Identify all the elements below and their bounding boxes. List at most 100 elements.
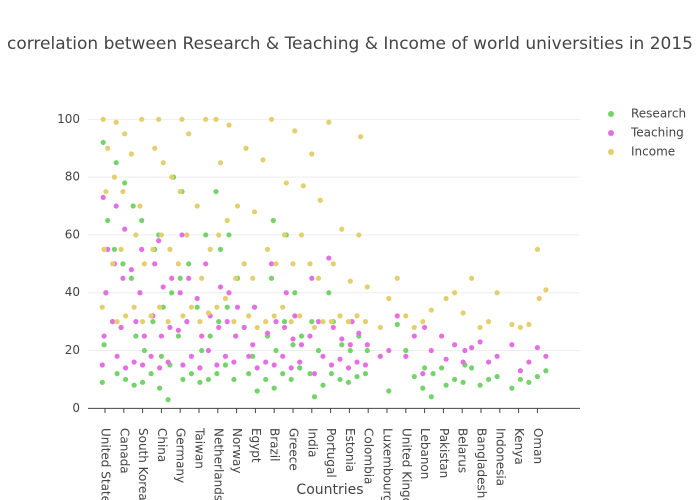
x-tick-label: Taiwan [193, 427, 207, 469]
dot [345, 365, 352, 371]
dot [356, 330, 362, 336]
dot [205, 310, 211, 316]
dot [165, 359, 171, 365]
dot [131, 304, 137, 310]
dot [207, 246, 213, 252]
dot [326, 290, 332, 296]
dot [339, 336, 345, 342]
dot [194, 203, 200, 209]
dot [320, 319, 326, 325]
x-tick-label: India [305, 428, 319, 457]
y-tick-label: 0 [72, 401, 80, 415]
dot [452, 290, 458, 296]
dot [345, 319, 352, 325]
dot [315, 347, 322, 354]
x-tick-label: Lebanon [418, 428, 432, 479]
dot [169, 275, 175, 281]
legend-label: Research [631, 107, 686, 121]
x-tick-label: Portugal [324, 428, 338, 478]
dot [347, 278, 353, 284]
dot [150, 246, 156, 252]
dot [137, 290, 143, 296]
dot [157, 385, 163, 391]
dot [260, 157, 266, 163]
dot [186, 261, 192, 267]
dot [326, 119, 332, 125]
dot [157, 304, 163, 310]
x-tick-label: Oman [531, 428, 545, 464]
dot [177, 275, 183, 281]
dot [194, 304, 200, 310]
dot [152, 145, 158, 151]
dot [268, 275, 275, 281]
dot [120, 275, 126, 281]
dot [311, 371, 318, 377]
dot [422, 365, 428, 371]
dot [113, 160, 119, 166]
dot [309, 319, 315, 325]
dot [222, 295, 228, 302]
dot [251, 304, 258, 310]
dot [158, 333, 164, 339]
dot [165, 397, 171, 403]
dot [420, 385, 426, 391]
dot [118, 246, 124, 252]
dot [280, 371, 286, 377]
dot [534, 246, 541, 252]
dot [403, 313, 409, 319]
dot [339, 226, 345, 232]
series-teaching [99, 194, 549, 377]
dot [494, 373, 500, 380]
dot [197, 379, 203, 385]
dot [241, 324, 247, 331]
dot [137, 203, 143, 209]
dot [167, 246, 173, 252]
dot [233, 275, 239, 281]
dot [320, 353, 326, 359]
dot [226, 122, 232, 128]
dot [103, 290, 109, 296]
dot [307, 261, 313, 267]
dot [268, 116, 275, 122]
dot [140, 379, 146, 385]
dot [320, 382, 326, 388]
dot [214, 362, 220, 368]
x-tick-label: United States [99, 428, 113, 500]
dot [251, 209, 258, 215]
dot [394, 275, 400, 281]
dot [99, 304, 105, 310]
dot [428, 394, 434, 400]
dot [428, 307, 434, 313]
dot [292, 128, 298, 134]
dot [486, 359, 492, 365]
dot [199, 333, 205, 339]
dot [411, 373, 417, 380]
dot [543, 368, 549, 374]
dot [197, 319, 203, 325]
y-tick-label: 80 [65, 170, 80, 184]
dot [420, 371, 426, 377]
dot [311, 324, 318, 331]
dot [477, 339, 483, 345]
dot [271, 313, 277, 319]
dot [186, 131, 192, 137]
dot [288, 365, 294, 371]
dot [100, 116, 106, 122]
dot [180, 313, 186, 319]
dot [430, 371, 436, 377]
dot [297, 359, 303, 365]
dot [486, 319, 492, 325]
dot [213, 116, 219, 122]
dot [347, 347, 353, 354]
dot [311, 394, 318, 400]
legend-symbol [608, 130, 614, 136]
dot [217, 160, 224, 166]
y-tick-label: 40 [65, 285, 80, 299]
x-tick-label: Netherlands [211, 428, 225, 500]
y-tick-label: 100 [57, 112, 80, 126]
dot [169, 290, 175, 296]
dot [207, 333, 213, 339]
dot [160, 284, 166, 290]
dot [377, 324, 383, 331]
